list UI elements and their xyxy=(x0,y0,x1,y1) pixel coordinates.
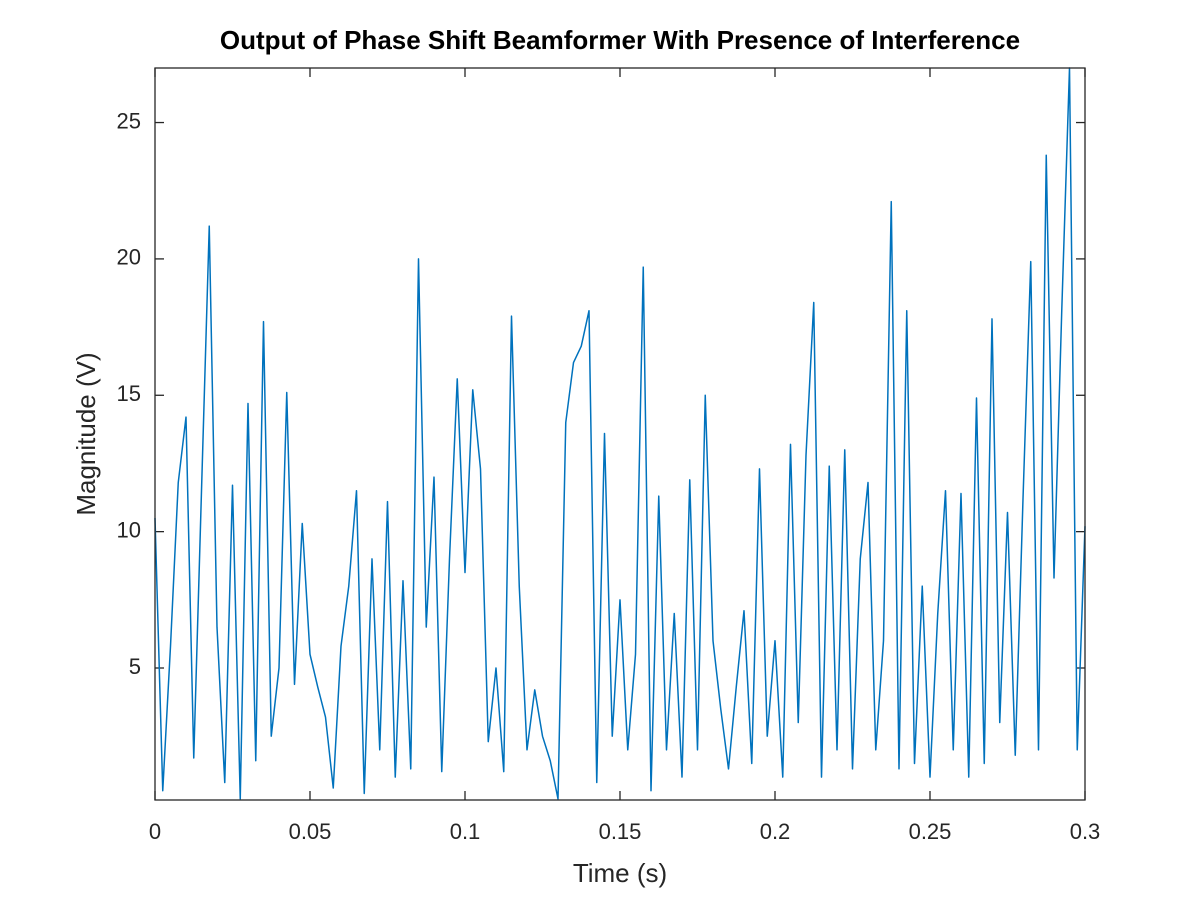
data-line xyxy=(154,67,1086,800)
y-tick-label: 20 xyxy=(117,245,141,270)
x-tick-label: 0.3 xyxy=(1070,819,1101,844)
y-tick-label: 5 xyxy=(129,654,141,679)
y-tick-label: 25 xyxy=(117,108,141,133)
chart-title: Output of Phase Shift Beamformer With Pr… xyxy=(220,25,1020,55)
x-tick-label: 0.1 xyxy=(450,819,481,844)
x-tick-label: 0.2 xyxy=(760,819,791,844)
y-tick-label: 15 xyxy=(117,381,141,406)
x-tick-label: 0 xyxy=(149,819,161,844)
x-axis-label: Time (s) xyxy=(573,858,667,888)
y-axis-label: Magnitude (V) xyxy=(71,352,101,515)
x-tick-label: 0.05 xyxy=(289,819,332,844)
y-tick-label: 10 xyxy=(117,517,141,542)
x-tick-label: 0.15 xyxy=(599,819,642,844)
x-tick-label: 0.25 xyxy=(909,819,952,844)
plot-frame xyxy=(154,67,1086,801)
